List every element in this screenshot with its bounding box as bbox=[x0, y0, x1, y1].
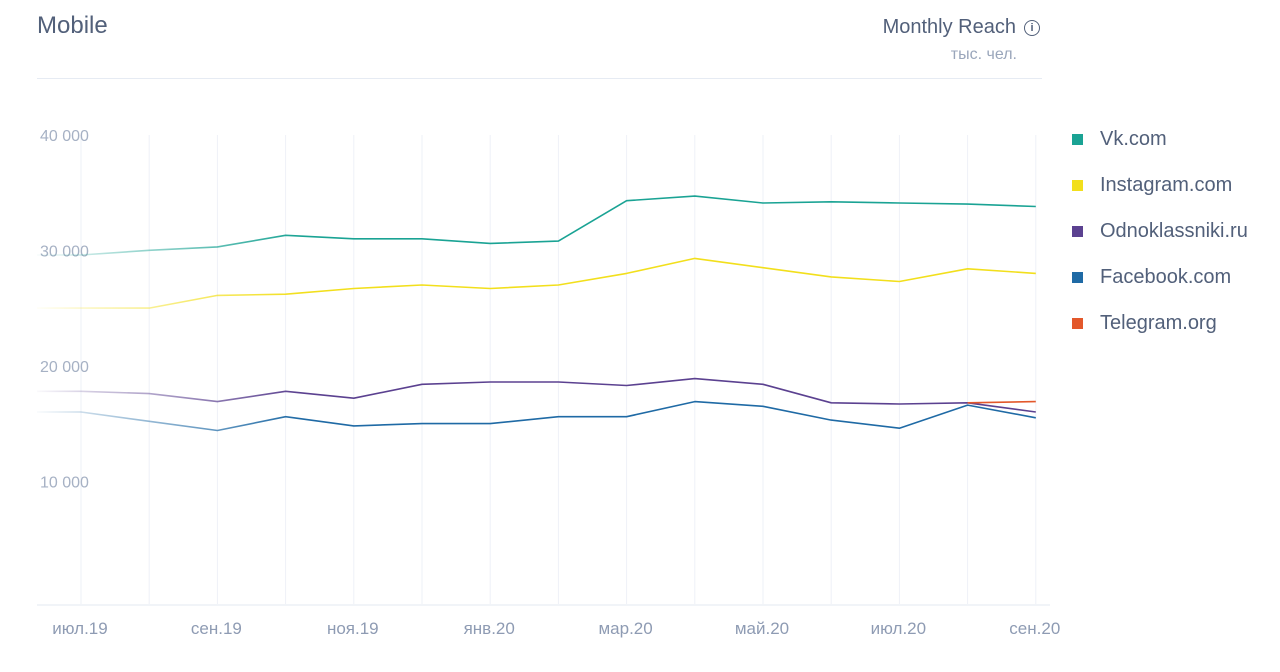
legend-label: Telegram.org bbox=[1100, 311, 1217, 334]
series-line-facebook-com bbox=[37, 400, 1036, 432]
series-line-odnoklassniki-ru bbox=[37, 377, 1036, 413]
metric-label: Monthly Reach bbox=[882, 16, 1016, 38]
legend-swatch bbox=[1072, 225, 1083, 237]
series-line-vk-com bbox=[37, 195, 1036, 256]
metric-selector[interactable]: Monthly Reach i bbox=[883, 16, 1040, 39]
y-tick-label: 20 000 bbox=[40, 359, 89, 376]
x-tick-label: мар.20 bbox=[598, 619, 652, 638]
legend-label: Vk.com bbox=[1100, 127, 1167, 150]
legend: Vk.com Instagram.com Odnoklassniki.ru Faceb… bbox=[1072, 116, 1248, 346]
legend-swatch bbox=[1072, 133, 1083, 145]
x-tick-label: июл.20 bbox=[871, 619, 926, 638]
legend-swatch bbox=[1072, 271, 1083, 283]
legend-item[interactable]: Vk.com bbox=[1072, 116, 1248, 162]
y-tick-label: 10 000 bbox=[40, 475, 89, 492]
x-tick-label: ноя.19 bbox=[327, 619, 379, 638]
legend-label: Odnoklassniki.ru bbox=[1100, 219, 1248, 242]
legend-item[interactable]: Odnoklassniki.ru bbox=[1072, 208, 1248, 254]
chart-title: Mobile bbox=[37, 12, 108, 39]
legend-item[interactable]: Instagram.com bbox=[1072, 162, 1248, 208]
x-tick-label: май.20 bbox=[735, 619, 789, 638]
y-tick-label: 40 000 bbox=[40, 128, 89, 145]
x-tick-label: янв.20 bbox=[464, 619, 515, 638]
x-tick-label: июл.19 bbox=[52, 619, 107, 638]
y-tick-label: 30 000 bbox=[40, 244, 89, 261]
unit-label: тыс. чел. bbox=[950, 46, 1017, 63]
x-tick-label: сен.19 bbox=[191, 619, 242, 638]
info-icon[interactable]: i bbox=[1024, 19, 1040, 36]
legend-label: Instagram.com bbox=[1100, 173, 1233, 196]
legend-item[interactable]: Telegram.org bbox=[1072, 300, 1248, 346]
x-tick-label: сен.20 bbox=[1009, 619, 1060, 638]
legend-swatch bbox=[1072, 317, 1083, 329]
legend-item[interactable]: Facebook.com bbox=[1072, 254, 1248, 300]
legend-label: Facebook.com bbox=[1100, 265, 1232, 288]
series-line-telegram-org bbox=[967, 400, 1036, 404]
header-divider bbox=[37, 78, 1042, 79]
line-chart: 10 000 20 000 30 000 40 000 июл.19 сен.19 ноя.… bbox=[37, 128, 1060, 638]
legend-swatch bbox=[1072, 179, 1083, 191]
series-line-instagram-com bbox=[37, 257, 1036, 309]
